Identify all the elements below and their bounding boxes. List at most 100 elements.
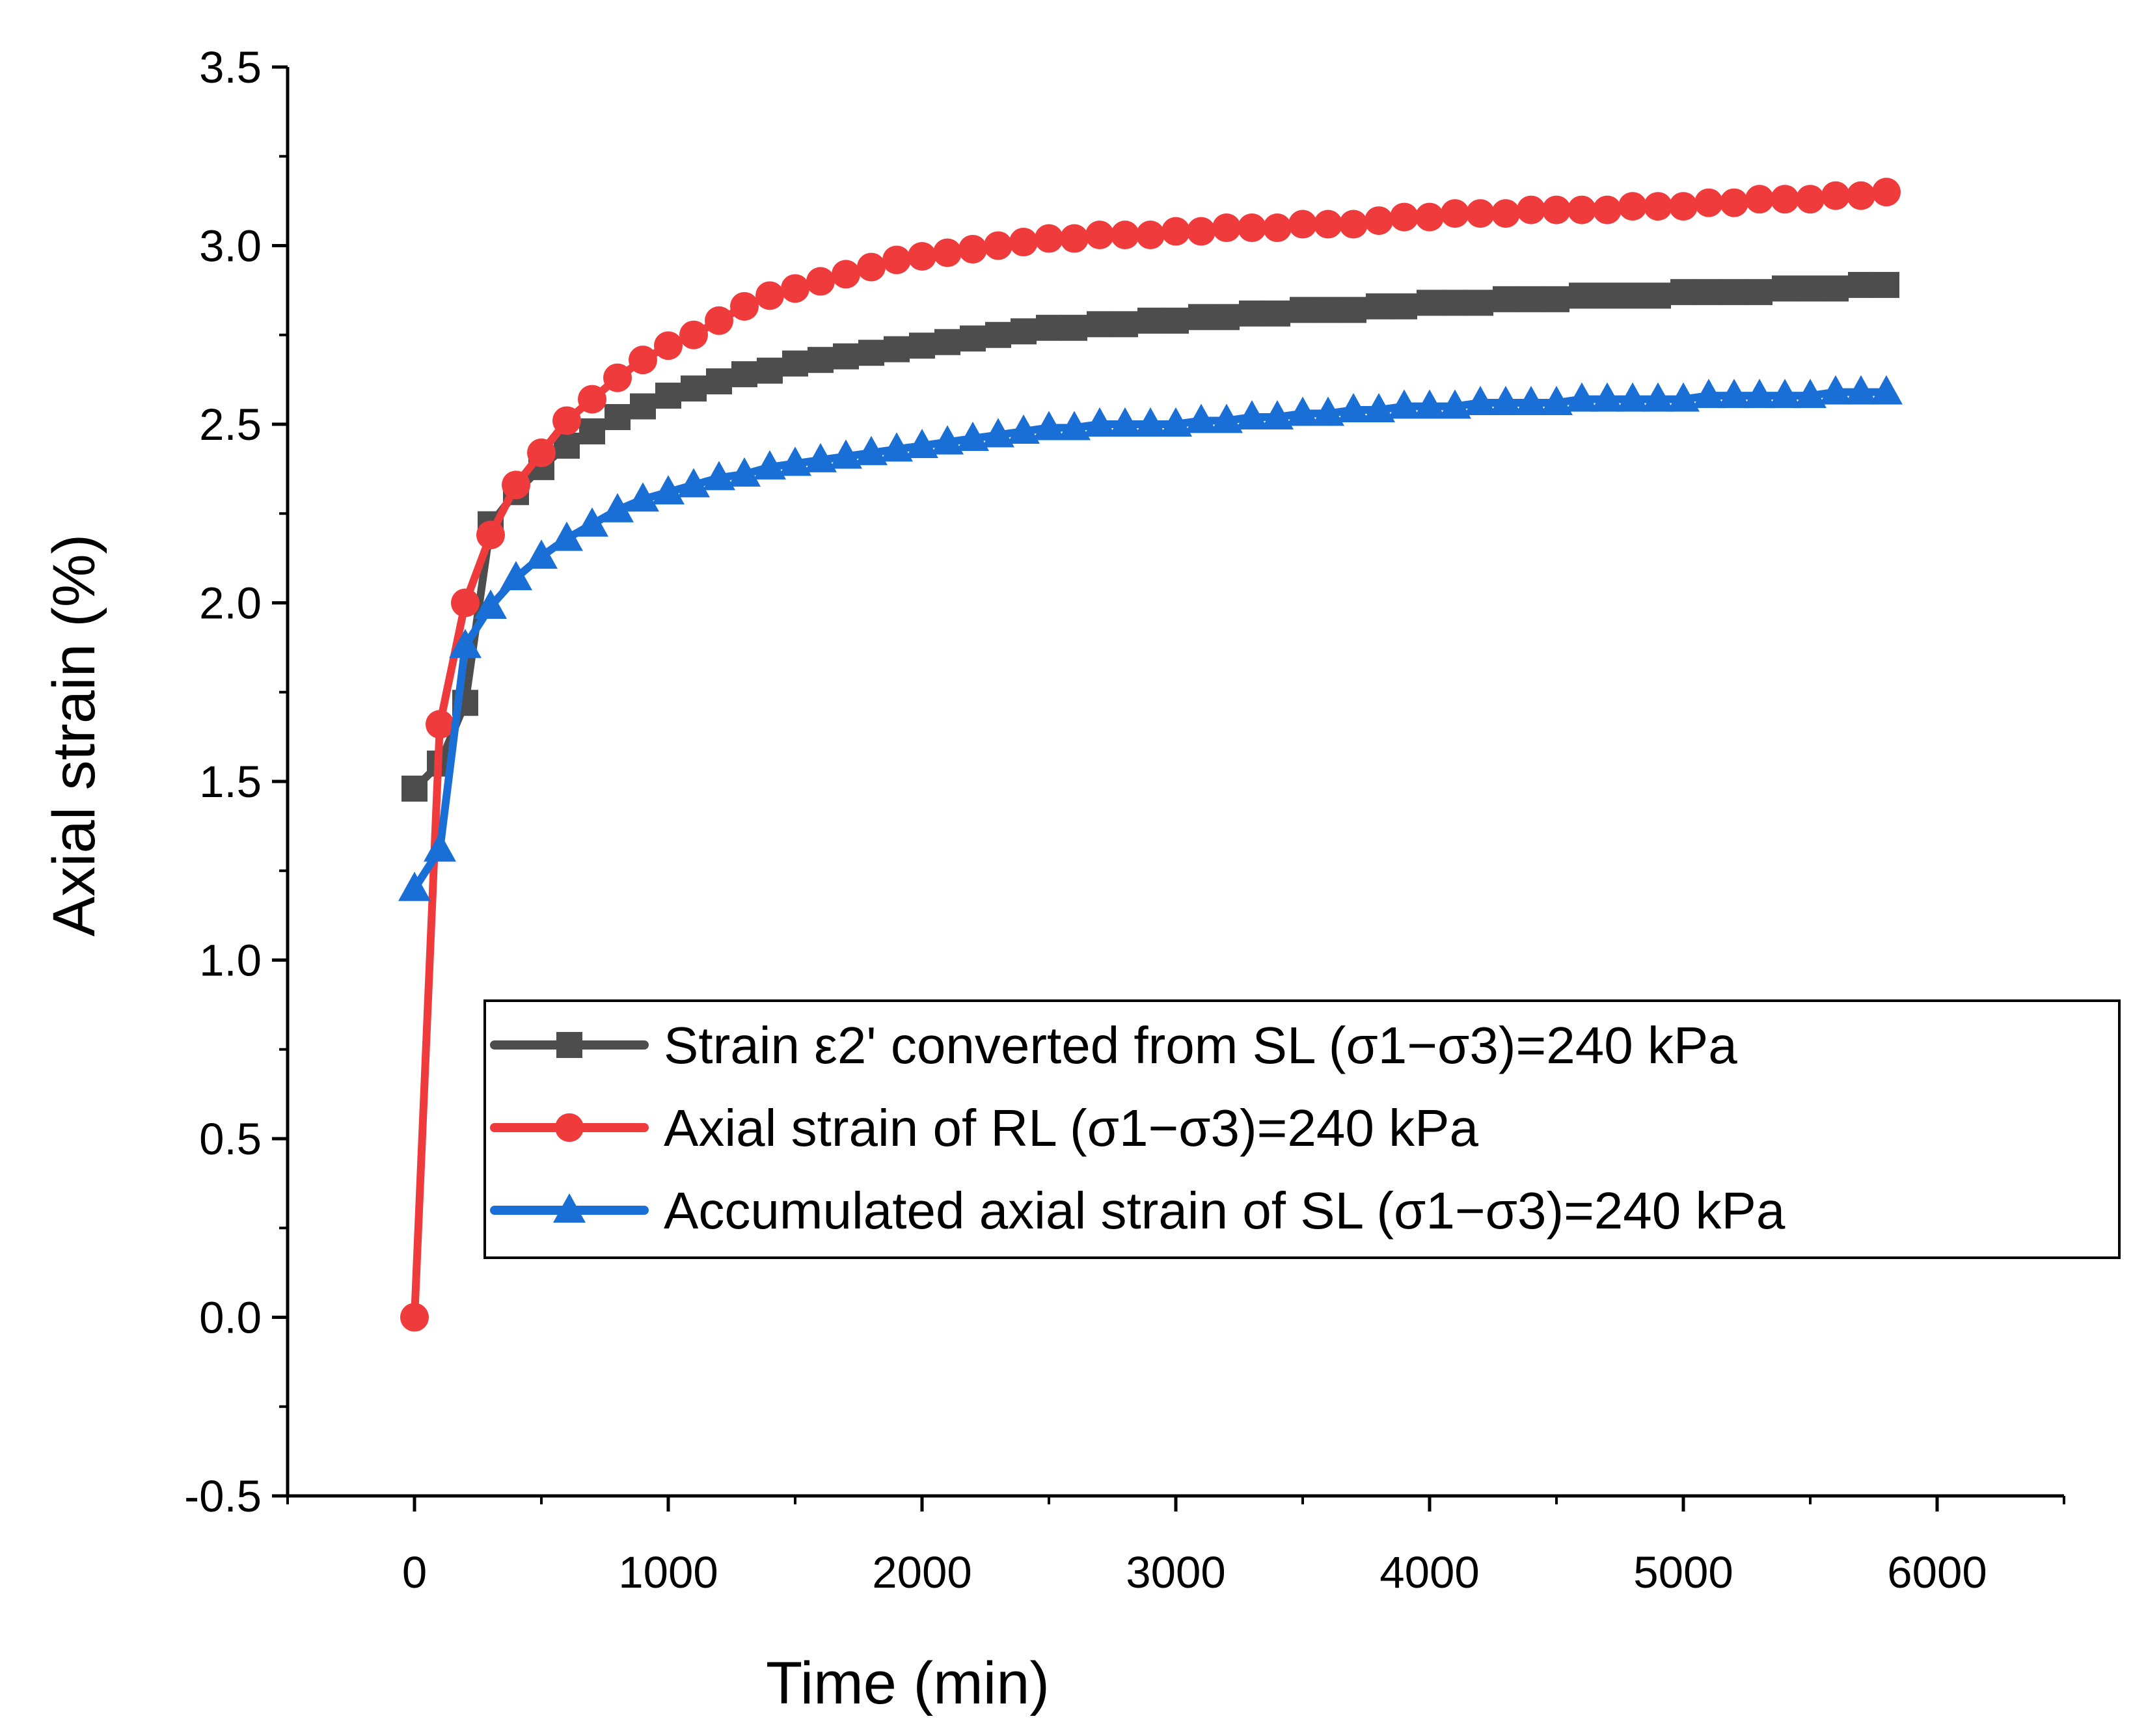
data-point <box>1035 224 1063 253</box>
data-point <box>1720 188 1748 217</box>
data-point <box>1667 382 1700 412</box>
x-tick-label: 1000 <box>618 1547 718 1597</box>
data-point <box>1009 228 1038 257</box>
data-point <box>1415 202 1444 232</box>
legend-swatch-marker <box>555 1113 584 1142</box>
legend-label: Accumulated axial strain of SL (σ1−σ3)=2… <box>664 1182 1786 1240</box>
data-point <box>424 832 456 862</box>
data-point <box>1314 210 1342 239</box>
data-point <box>1821 181 1850 210</box>
legend-box <box>483 999 2121 1259</box>
data-point <box>1721 278 1747 305</box>
data-point <box>401 775 428 802</box>
data-point <box>832 260 860 289</box>
legend-items: Strain ε2' converted from SL (σ1−σ3)=240… <box>490 1016 1786 1240</box>
legend-swatch-marker <box>556 1032 582 1058</box>
data-point <box>654 331 683 360</box>
data-point <box>1417 290 1443 316</box>
y-tick-label: 1.0 <box>199 936 262 986</box>
data-point <box>1036 314 1062 341</box>
data-point <box>1543 286 1569 312</box>
data-point <box>1212 213 1241 243</box>
data-point <box>703 461 735 491</box>
x-axis-title: Time (min) <box>766 1650 1050 1716</box>
data-point <box>706 368 732 395</box>
data-point <box>1464 386 1497 416</box>
data-point <box>476 521 505 550</box>
data-point <box>502 470 530 500</box>
data-point <box>808 347 834 373</box>
axes: -0.5 0.0 0.5 1.0 1.5 2.0 2.5 3.0 3.5 0 1000 2000 30… <box>184 42 2065 1597</box>
data-point <box>833 343 859 370</box>
data-point <box>1618 192 1647 221</box>
data-point <box>1238 213 1266 243</box>
data-point <box>1340 297 1366 323</box>
data-point <box>1363 393 1395 423</box>
data-point <box>1873 271 1899 298</box>
data-point <box>1288 210 1317 239</box>
data-point <box>1160 407 1192 437</box>
data-point <box>603 363 632 392</box>
data-point <box>527 438 556 467</box>
data-point <box>730 292 759 321</box>
data-point <box>627 482 659 512</box>
data-point <box>804 442 837 472</box>
data-point <box>1439 389 1471 419</box>
data-point <box>1210 403 1243 433</box>
data-point <box>1594 282 1620 309</box>
y-tick-label: 2.5 <box>199 400 262 450</box>
data-point <box>604 404 631 431</box>
data-point <box>1339 210 1368 239</box>
data-point <box>1466 199 1495 228</box>
data-point <box>857 252 886 282</box>
data-point <box>985 321 1011 348</box>
data-point <box>858 340 884 366</box>
data-point <box>958 234 987 264</box>
data-point <box>655 383 681 409</box>
data-point <box>1214 304 1240 331</box>
data-point <box>1442 290 1468 316</box>
data-point <box>1518 286 1544 312</box>
x-ticks: 0 1000 2000 3000 4000 5000 6000 <box>286 1496 2065 1597</box>
legend-label: Axial strain of RL (σ1−σ3)=240 kPa <box>664 1099 1478 1157</box>
x-tick-label: 2000 <box>872 1547 972 1597</box>
data-point <box>426 710 454 739</box>
data-point <box>1616 382 1649 412</box>
data-point <box>1593 195 1622 224</box>
data-point <box>1286 396 1319 426</box>
data-point <box>1391 293 1417 319</box>
data-point <box>1163 307 1189 334</box>
data-point <box>629 346 657 375</box>
data-point <box>960 325 986 352</box>
data-point <box>982 418 1014 448</box>
data-point <box>1315 297 1341 323</box>
data-point <box>731 361 757 388</box>
data-point <box>1188 304 1214 331</box>
data-point <box>1718 379 1750 409</box>
data-point <box>754 450 786 480</box>
data-point <box>1290 297 1316 323</box>
data-point <box>1540 386 1573 416</box>
data-point <box>779 446 811 476</box>
legend-swatch-marker <box>553 1193 586 1223</box>
data-point <box>1060 224 1089 253</box>
data-point <box>1366 293 1392 319</box>
legend-label: Strain ε2' converted from SL (σ1−σ3)=240… <box>664 1016 1737 1074</box>
data-point <box>957 421 989 451</box>
data-point <box>1771 185 1799 214</box>
data-point <box>782 350 808 377</box>
data-point <box>601 493 634 522</box>
data-point <box>1136 221 1165 250</box>
data-point <box>884 336 910 362</box>
data-point <box>1263 213 1292 243</box>
data-point <box>908 241 936 271</box>
y-tick-label: 0.0 <box>199 1293 262 1343</box>
data-point <box>1087 311 1113 338</box>
data-point <box>1845 375 1877 405</box>
y-tick-label: -0.5 <box>184 1471 262 1521</box>
data-point <box>1645 282 1671 309</box>
data-point <box>1644 192 1672 221</box>
data-point <box>1161 217 1190 246</box>
